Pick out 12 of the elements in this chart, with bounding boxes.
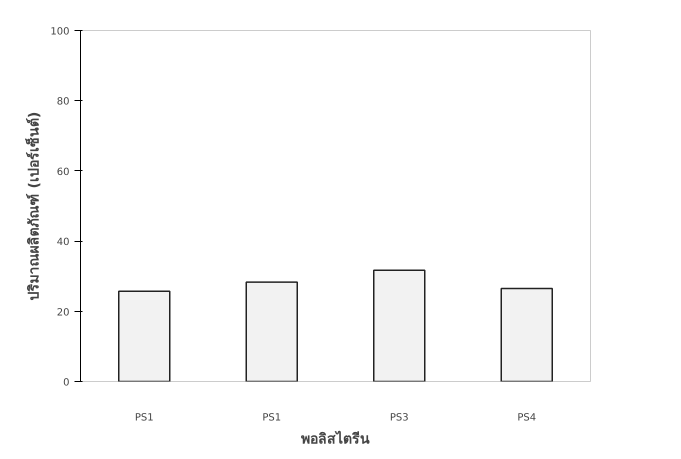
- y-tick-label: 20: [56, 307, 70, 318]
- x-tick-label: PS1: [134, 412, 154, 424]
- y-tick-label: 0: [63, 378, 70, 388]
- y-tick-label: 80: [56, 96, 70, 108]
- y-axis-title: ปริมาณผลิตภัณฑ์ (เปอร์เซ็นต์): [24, 112, 42, 300]
- x-axis-title: พอลิสไตรีน: [301, 430, 370, 448]
- x-tick-label: PS1: [262, 412, 282, 424]
- y-tick-label: 60: [56, 166, 70, 178]
- y-tick-label: 100: [50, 26, 70, 38]
- x-tick-label: PS3: [390, 412, 409, 424]
- y-tick-label: 40: [56, 237, 70, 248]
- x-tick-label: PS4: [517, 412, 536, 424]
